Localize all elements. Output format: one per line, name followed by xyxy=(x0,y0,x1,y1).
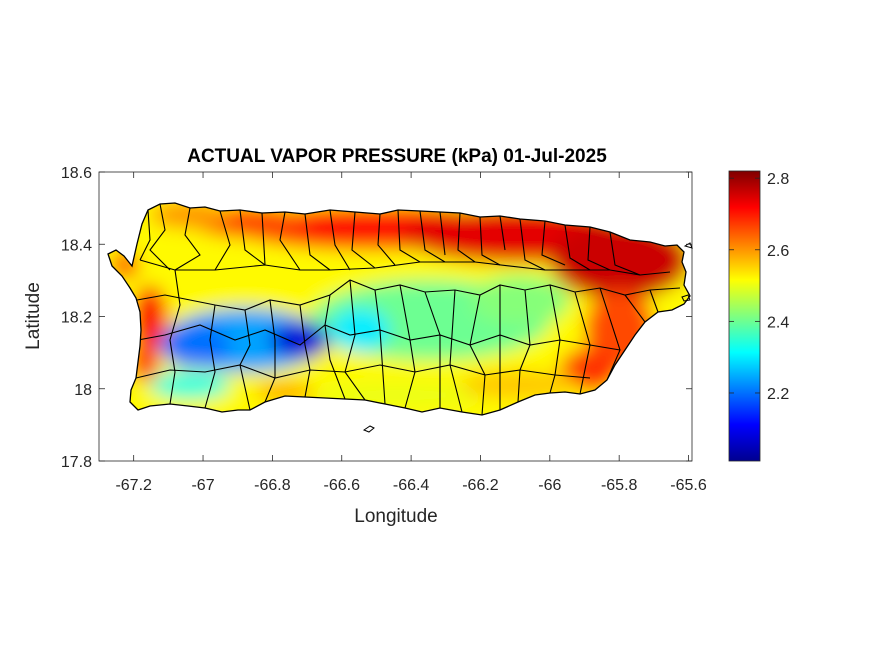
municipality-border xyxy=(624,294,646,323)
field-patch xyxy=(220,251,440,279)
x-axis-label: Longitude xyxy=(354,506,437,527)
municipality-border xyxy=(214,210,231,271)
x-tick-label: -65.8 xyxy=(601,477,638,494)
municipality-border xyxy=(397,209,421,263)
municipality-border xyxy=(139,209,151,261)
colorbar-tick-label: 2.8 xyxy=(767,171,789,188)
municipality-border xyxy=(279,211,301,271)
municipality-border xyxy=(599,287,621,381)
y-tick-label: 18.2 xyxy=(61,310,92,327)
municipality-border xyxy=(136,279,681,311)
municipality-border xyxy=(329,209,351,271)
y-tick-label: 18.6 xyxy=(61,165,92,182)
municipality-border xyxy=(174,207,201,271)
municipality-border xyxy=(469,294,486,415)
field-patch xyxy=(470,275,570,325)
y-axis-label: Latitude xyxy=(23,282,44,350)
municipality-border xyxy=(564,224,591,271)
x-tick-label: -67.2 xyxy=(115,477,152,494)
x-axis: -67.2 -67 -66.8 -66.6 -66.4 -66.2 -66 -65.8 -65.… xyxy=(115,172,707,494)
municipality-border xyxy=(374,289,386,405)
municipality-border xyxy=(139,259,671,276)
y-tick-label: 18.4 xyxy=(61,237,92,254)
x-tick-label: -66.4 xyxy=(393,477,430,494)
municipality-borders xyxy=(135,203,681,415)
municipality-border xyxy=(169,269,181,405)
municipality-border xyxy=(135,364,591,379)
municipality-border xyxy=(351,211,376,269)
municipality-border xyxy=(499,215,506,251)
municipality-border xyxy=(519,218,546,271)
municipality-border xyxy=(344,279,366,401)
colorbar-tick-label: 2.2 xyxy=(767,386,789,403)
chart-title: ACTUAL VAPOR PRESSURE (kPa) 01-Jul-2025 xyxy=(187,146,607,167)
municipality-border xyxy=(587,226,611,271)
municipality-border xyxy=(149,203,171,271)
municipality-border xyxy=(399,284,416,409)
colorbar-ticks: 2.2 2.4 2.6 2.8 xyxy=(729,171,789,403)
x-tick-label: -66 xyxy=(538,477,561,494)
municipality-border xyxy=(479,216,501,266)
municipality-border xyxy=(649,289,659,313)
x-tick-label: -67 xyxy=(191,477,214,494)
colorbar-tick-label: 2.4 xyxy=(767,314,789,331)
colorbar-tick-label: 2.6 xyxy=(767,243,789,260)
municipality-border xyxy=(449,289,463,413)
municipality-border xyxy=(377,213,396,266)
y-tick-label: 17.8 xyxy=(61,454,92,471)
y-tick-label: 18 xyxy=(74,382,92,399)
municipality-border xyxy=(304,213,331,271)
municipality-border xyxy=(239,309,251,411)
field-patch xyxy=(270,322,330,358)
municipality-border xyxy=(439,211,446,256)
field-patch xyxy=(150,371,230,399)
municipality-border xyxy=(324,294,346,400)
municipality-border xyxy=(541,220,566,266)
x-tick-label: -66.2 xyxy=(462,477,499,494)
island-coastline xyxy=(107,202,691,416)
field-patch xyxy=(255,384,315,400)
municipality-border xyxy=(549,284,561,394)
municipality-border xyxy=(424,291,441,408)
municipality-border xyxy=(574,291,591,395)
municipality-border xyxy=(239,209,266,266)
field-patch xyxy=(330,308,390,352)
municipality-border xyxy=(457,212,476,263)
colorbar xyxy=(728,170,761,462)
y-axis: 17.8 18 18.2 18.4 18.6 xyxy=(61,165,692,471)
municipality-border xyxy=(609,231,641,276)
x-tick-label: -65.6 xyxy=(670,477,707,494)
municipality-border xyxy=(299,304,311,398)
municipality-border xyxy=(419,210,446,263)
municipality-border xyxy=(264,299,276,403)
municipality-border xyxy=(204,304,216,409)
municipality-border xyxy=(517,289,531,403)
x-tick-label: -66.6 xyxy=(324,477,361,494)
x-tick-label: -66.8 xyxy=(254,477,291,494)
municipality-border xyxy=(261,212,266,266)
